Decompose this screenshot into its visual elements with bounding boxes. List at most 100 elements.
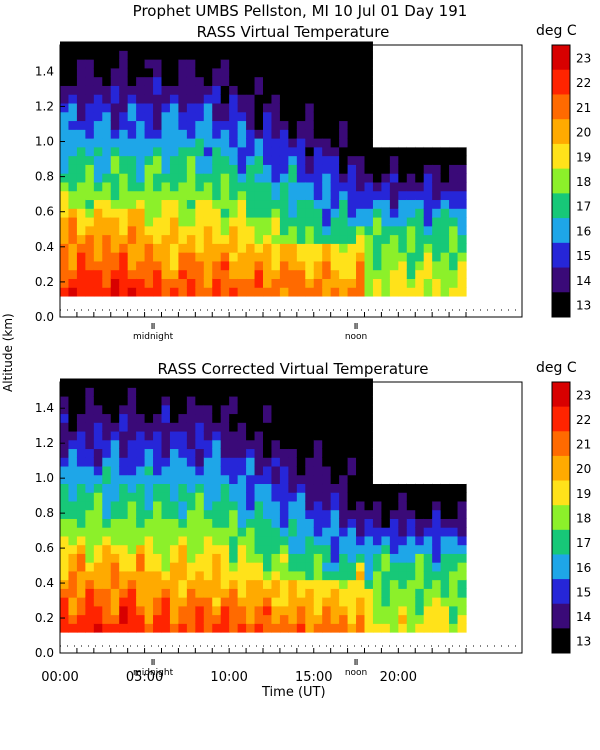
heatmap-cell xyxy=(212,570,222,581)
heatmap-cell xyxy=(169,422,180,432)
heatmap-cell xyxy=(313,181,323,192)
heatmap-cell xyxy=(322,465,332,476)
heatmap-cell xyxy=(322,41,332,51)
heatmap-cell xyxy=(153,597,163,607)
heatmap-cell xyxy=(203,500,213,511)
heatmap-cell xyxy=(381,544,391,554)
heatmap-cell xyxy=(449,544,459,554)
heatmap-cell xyxy=(398,439,408,450)
heatmap-cell xyxy=(432,562,442,572)
heatmap-cell xyxy=(246,544,256,554)
heatmap-cell xyxy=(102,404,112,415)
heatmap-cell xyxy=(263,102,273,113)
heatmap-cell xyxy=(195,623,205,633)
heatmap-cell xyxy=(271,146,281,157)
heatmap-cell xyxy=(186,457,196,467)
heatmap-cell xyxy=(119,527,129,537)
heatmap-cell xyxy=(102,199,112,209)
heatmap-cell xyxy=(381,260,391,271)
heatmap-cell xyxy=(296,395,306,406)
heatmap-cell xyxy=(237,535,247,546)
heatmap-cell xyxy=(415,422,425,432)
heatmap-cell xyxy=(271,181,281,192)
heatmap-cell xyxy=(356,120,366,130)
heatmap-cell xyxy=(186,146,196,157)
heatmap-cell xyxy=(364,518,374,528)
heatmap-cell xyxy=(296,439,306,450)
heatmap-cell xyxy=(169,199,180,209)
heatmap-cell xyxy=(296,102,306,113)
heatmap-cell xyxy=(102,509,112,519)
heatmap-cell xyxy=(93,278,103,288)
heatmap-cell xyxy=(254,605,264,616)
heatmap-cell xyxy=(279,623,289,633)
heatmap-cell xyxy=(449,614,459,624)
heatmap-cell xyxy=(364,146,374,157)
heatmap-cell xyxy=(195,120,205,130)
heatmap-cell xyxy=(305,448,315,458)
heatmap-cell xyxy=(237,527,247,537)
heatmap-cell xyxy=(263,111,273,122)
x-tick-label: 00:00 xyxy=(41,670,78,685)
heatmap-cell xyxy=(279,474,289,485)
heatmap-cell xyxy=(178,518,188,528)
heatmap-cell xyxy=(178,422,188,432)
heatmap-cell xyxy=(347,413,357,423)
heatmap-cell xyxy=(398,492,408,502)
heatmap-cell xyxy=(406,252,416,262)
heatmap-cell xyxy=(381,94,391,104)
heatmap-cell xyxy=(263,614,273,624)
heatmap-cell xyxy=(279,155,289,165)
heatmap-cell xyxy=(144,614,154,624)
heatmap-cell xyxy=(178,465,188,476)
heatmap-cell xyxy=(263,413,273,423)
heatmap-cell xyxy=(432,527,442,537)
heatmap-cell xyxy=(161,448,171,458)
heatmap-cell xyxy=(313,67,323,78)
heatmap-cell xyxy=(220,243,230,253)
heatmap-cell xyxy=(263,553,273,563)
heatmap-cell xyxy=(263,199,273,209)
heatmap-cell xyxy=(364,252,374,262)
heatmap-cell xyxy=(144,102,154,113)
heatmap-cell xyxy=(153,260,163,271)
heatmap-cell xyxy=(144,448,154,458)
heatmap-cell xyxy=(212,269,222,279)
heatmap-cell xyxy=(127,465,137,476)
heatmap-cell xyxy=(263,457,273,467)
heatmap-cell xyxy=(237,457,247,467)
heatmap-cell xyxy=(364,111,374,122)
heatmap-cell xyxy=(110,260,120,271)
heatmap-cell xyxy=(127,216,137,227)
heatmap-cell xyxy=(440,465,450,476)
panel1-colorbar-tick-label: 18 xyxy=(576,175,591,189)
heatmap-cell xyxy=(339,164,349,174)
heatmap-cell xyxy=(381,287,391,297)
heatmap-cell xyxy=(263,260,273,271)
heatmap-cell xyxy=(322,535,332,546)
heatmap-cell xyxy=(364,605,374,616)
heatmap-cell xyxy=(457,457,467,467)
heatmap-cell xyxy=(195,146,205,157)
heatmap-cell xyxy=(212,553,222,563)
heatmap-cell xyxy=(423,527,433,537)
heatmap-cell xyxy=(406,597,416,607)
heatmap-cell xyxy=(263,518,273,528)
heatmap-cell xyxy=(203,102,213,113)
heatmap-cell xyxy=(398,102,408,113)
heatmap-cell xyxy=(296,422,306,432)
heatmap-cell xyxy=(389,111,399,122)
heatmap-cell xyxy=(254,518,264,528)
heatmap-cell xyxy=(356,252,366,262)
heatmap-cell xyxy=(339,562,349,572)
heatmap-cell xyxy=(339,76,349,86)
heatmap-cell xyxy=(271,535,281,546)
heatmap-cell xyxy=(254,234,264,244)
heatmap-cell xyxy=(102,500,112,511)
heatmap-cell xyxy=(449,120,459,130)
heatmap-cell xyxy=(389,243,399,253)
heatmap-cell xyxy=(119,378,129,388)
heatmap-cell xyxy=(161,413,171,423)
heatmap-cell xyxy=(246,41,256,51)
heatmap-cell xyxy=(254,544,264,554)
